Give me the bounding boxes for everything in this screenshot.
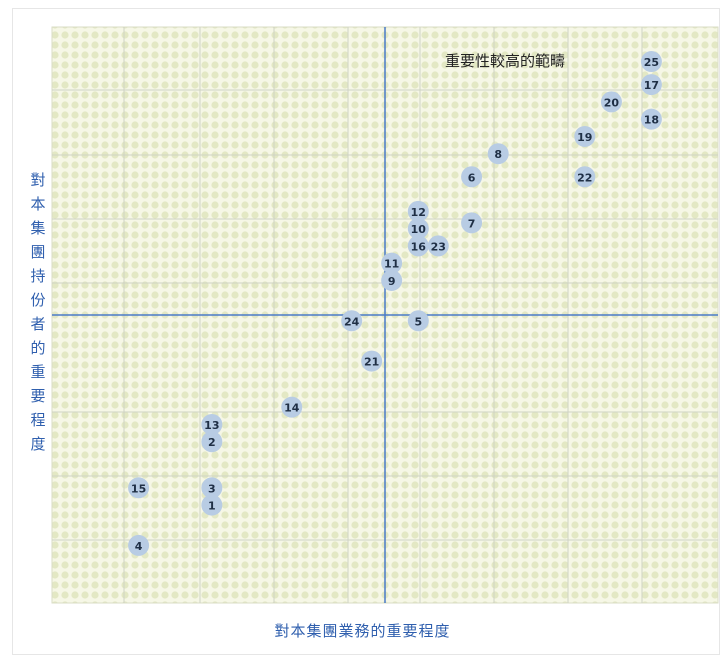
point-13: [201, 413, 223, 435]
point-25: [640, 51, 662, 73]
point-label-2: 2: [208, 436, 216, 449]
data-points: 1234567891011121314151617181920212223242…: [128, 51, 662, 556]
y-axis-label-char: 重: [30, 363, 45, 381]
y-axis-label-char: 度: [30, 435, 45, 453]
point-15: [128, 477, 150, 499]
point-19: [574, 125, 596, 147]
point-12: [407, 200, 429, 222]
point-8: [487, 143, 509, 165]
point-label-11: 11: [384, 258, 399, 271]
point-4: [128, 534, 150, 556]
point-label-13: 13: [204, 419, 219, 432]
point-label-22: 22: [577, 171, 592, 184]
y-axis-label-char: 者: [30, 315, 45, 333]
point-label-17: 17: [644, 79, 659, 92]
point-9: [381, 269, 403, 291]
point-label-3: 3: [208, 482, 216, 495]
point-2: [201, 431, 223, 453]
point-label-14: 14: [284, 402, 300, 415]
point-label-9: 9: [388, 275, 396, 288]
point-label-18: 18: [644, 114, 659, 127]
y-axis-label-char: 集: [30, 219, 45, 237]
point-label-15: 15: [131, 482, 146, 495]
point-11: [381, 252, 403, 274]
point-24: [341, 310, 363, 332]
point-label-16: 16: [411, 240, 427, 253]
y-axis-label-char: 團: [30, 243, 45, 261]
y-axis-label-char: 本: [30, 195, 45, 213]
point-label-25: 25: [644, 56, 659, 69]
point-label-12: 12: [411, 206, 426, 219]
annotation-text: 重要性較高的範疇: [445, 52, 565, 70]
point-23: [427, 235, 449, 257]
y-axis-label-char: 份: [30, 291, 45, 309]
point-label-20: 20: [604, 96, 620, 109]
point-10: [407, 218, 429, 240]
x-axis-label: 對本集團業務的重要程度: [274, 622, 451, 640]
point-1: [201, 494, 223, 516]
point-22: [574, 166, 596, 188]
point-label-5: 5: [414, 315, 422, 328]
y-axis-label-char: 的: [30, 339, 45, 357]
point-6: [461, 166, 483, 188]
point-label-23: 23: [431, 240, 446, 253]
point-label-1: 1: [208, 500, 216, 513]
y-axis-label-char: 要: [30, 387, 45, 405]
point-label-24: 24: [344, 315, 360, 328]
point-label-7: 7: [468, 217, 476, 230]
point-label-6: 6: [468, 171, 476, 184]
point-3: [201, 477, 223, 499]
y-axis-label-char: 對: [30, 171, 45, 189]
point-17: [640, 74, 662, 96]
point-14: [281, 396, 303, 418]
point-label-8: 8: [494, 148, 502, 161]
point-7: [461, 212, 483, 234]
point-5: [407, 310, 429, 332]
point-label-4: 4: [135, 540, 143, 553]
point-label-19: 19: [577, 131, 592, 144]
quadrant-axes: [52, 27, 718, 603]
point-20: [600, 91, 622, 113]
point-16: [407, 235, 429, 257]
y-axis-label-char: 程: [30, 411, 45, 429]
point-label-21: 21: [364, 356, 379, 369]
point-label-10: 10: [411, 223, 427, 236]
point-21: [361, 350, 383, 372]
point-18: [640, 108, 662, 130]
y-axis-label-char: 持: [30, 267, 45, 285]
